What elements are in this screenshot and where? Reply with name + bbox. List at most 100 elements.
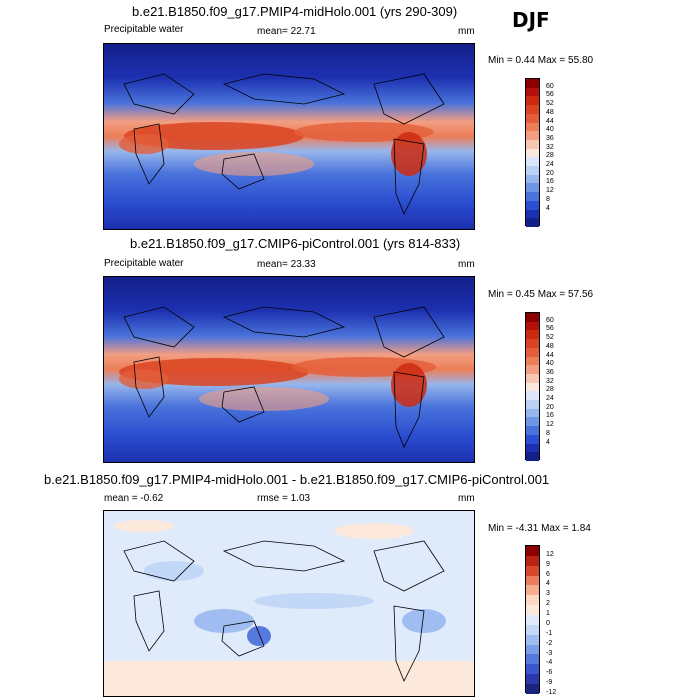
colorbar-segment	[526, 382, 539, 392]
colorbar-tick-label: 44	[546, 117, 554, 125]
colorbar-segment	[526, 365, 539, 374]
colorbar-segment	[526, 555, 539, 566]
colorbar-segment	[526, 664, 539, 675]
colorbar-tick-label: 28	[546, 386, 554, 394]
colorbar-segment	[526, 157, 539, 167]
colorbar-segment	[526, 605, 539, 616]
panel-2-map-field	[104, 277, 474, 462]
colorbar-tick-label: 44	[546, 351, 554, 359]
panel-1-units-label: mm	[458, 26, 475, 37]
panel-3-rmse-label: rmse = 1.03	[257, 493, 311, 504]
colorbar-tick-label: 2	[546, 600, 550, 608]
colorbar-tick-label: -12	[546, 689, 557, 696]
colorbar-tick-label: 20	[546, 403, 554, 411]
colorbar-segment	[526, 426, 539, 435]
colorbar-segment	[526, 79, 539, 88]
panel-2-colorbar	[525, 312, 540, 461]
colorbar-segment	[526, 674, 539, 685]
colorbar-tick-label: 24	[546, 161, 554, 169]
colorbar-tick-label: 24	[546, 395, 554, 403]
colorbar-tick-label: -6	[546, 669, 553, 677]
colorbar-tick-label: 40	[546, 126, 554, 134]
colorbar-segment	[526, 452, 539, 461]
colorbar-tick-label: 60	[546, 82, 554, 90]
colorbar-tick-label: 0	[546, 619, 550, 627]
colorbar-segment	[526, 192, 539, 201]
colorbar-segment	[526, 166, 539, 175]
colorbar-segment	[526, 408, 539, 418]
colorbar-segment	[526, 330, 539, 340]
colorbar-tick-label: -9	[546, 679, 553, 687]
colorbar-tick-label: -4	[546, 659, 553, 667]
panel-2-variable-label: Precipitable water	[104, 258, 184, 269]
colorbar-segment	[526, 373, 539, 383]
colorbar-segment	[526, 417, 539, 427]
colorbar-segment	[526, 565, 539, 576]
panel-3-map-field	[104, 511, 474, 696]
colorbar-segment	[526, 575, 539, 586]
colorbar-segment	[526, 87, 539, 97]
colorbar-segment	[526, 209, 539, 219]
colorbar-segment	[526, 356, 539, 366]
colorbar-tick-label: 9	[546, 560, 550, 568]
panel-3-units-label: mm	[458, 493, 475, 504]
colorbar-tick-label: 8	[546, 195, 550, 203]
colorbar-segment	[526, 174, 539, 184]
panel-3-map	[103, 510, 475, 697]
colorbar-tick-label: 12	[546, 187, 554, 195]
panel-3-mean-label: mean = -0.62	[104, 493, 164, 504]
colorbar-tick-label: 40	[546, 360, 554, 368]
colorbar-segment	[526, 313, 539, 322]
panel-3-title: b.e21.B1850.f09_g17.PMIP4-midHolo.001 - …	[44, 472, 550, 487]
season-label: DJF	[512, 8, 550, 32]
colorbar-segment	[526, 183, 539, 193]
colorbar-segment	[526, 148, 539, 158]
colorbar-tick-label: -2	[546, 639, 553, 647]
colorbar-tick-label: 16	[546, 178, 554, 186]
panel-3-minmax-label: Min = -4.31 Max = 1.84	[488, 523, 591, 534]
colorbar-segment	[526, 139, 539, 149]
colorbar-tick-label: 20	[546, 169, 554, 177]
colorbar-segment	[526, 595, 539, 606]
colorbar-tick-label: 1	[546, 610, 550, 618]
colorbar-segment	[526, 339, 539, 348]
colorbar-segment	[526, 200, 539, 210]
colorbar-tick-label: 6	[546, 570, 550, 578]
colorbar-tick-label: 36	[546, 368, 554, 376]
colorbar-tick-label: 12	[546, 421, 554, 429]
colorbar-segment	[526, 585, 539, 596]
colorbar-segment	[526, 131, 539, 140]
panel-2-map	[103, 276, 475, 463]
colorbar-segment	[526, 113, 539, 123]
colorbar-tick-label: 36	[546, 134, 554, 142]
colorbar-tick-label: 56	[546, 91, 554, 99]
colorbar-segment	[526, 218, 539, 227]
colorbar-segment	[526, 105, 539, 114]
colorbar-tick-label: 56	[546, 325, 554, 333]
colorbar-tick-label: 4	[546, 580, 550, 588]
panel-2-title: b.e21.B1850.f09_g17.CMIP6-piControl.001 …	[130, 236, 461, 251]
colorbar-segment	[526, 321, 539, 331]
panel-1-minmax-label: Min = 0.44 Max = 55.80	[488, 55, 594, 66]
colorbar-tick-label: 32	[546, 143, 554, 151]
colorbar-tick-label: 28	[546, 152, 554, 160]
colorbar-tick-label: -3	[546, 649, 553, 657]
colorbar-tick-label: 16	[546, 412, 554, 420]
colorbar-segment	[526, 684, 539, 694]
panel-3-colorbar	[525, 545, 540, 694]
colorbar-tick-label: 3	[546, 590, 550, 598]
colorbar-segment	[526, 546, 539, 556]
colorbar-tick-label: 48	[546, 108, 554, 116]
panel-2-minmax-label: Min = 0.45 Max = 57.56	[488, 289, 594, 300]
colorbar-segment	[526, 122, 539, 132]
colorbar-segment	[526, 654, 539, 665]
colorbar-tick-label: -1	[546, 629, 553, 637]
panel-1-map-field	[104, 44, 474, 229]
panel-1-colorbar	[525, 78, 540, 227]
colorbar-tick-label: 12	[546, 550, 554, 558]
colorbar-segment	[526, 96, 539, 106]
colorbar-segment	[526, 443, 539, 453]
colorbar-segment	[526, 347, 539, 357]
colorbar-tick-label: 48	[546, 342, 554, 350]
colorbar-tick-label: 4	[546, 204, 550, 212]
